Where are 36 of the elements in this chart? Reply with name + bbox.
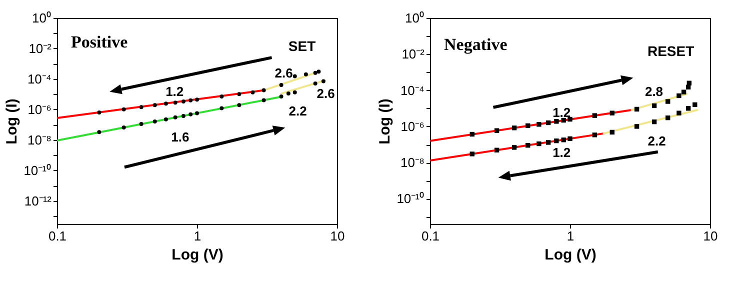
annotation: 2.2 (648, 134, 666, 149)
x-axis-title: Log (V) (172, 246, 224, 264)
x-axis-title: Log (V) (544, 246, 596, 264)
annotation: SET (288, 38, 316, 54)
y-tick-label: 10⁻⁸ (28, 132, 52, 148)
x-tick-label: 1 (566, 228, 574, 244)
y-tick-label: 10⁻⁶ (28, 102, 52, 117)
annotation: 1.2 (552, 144, 571, 160)
y-tick-label: 10⁻⁸ (400, 155, 424, 170)
y-tick-label: 10⁻¹² (24, 193, 52, 208)
x-tick-label: 10 (330, 228, 345, 244)
y-axis-title: Log (I) (4, 98, 21, 144)
annotation: 2.8 (644, 84, 664, 100)
annotation: Negative (444, 34, 508, 54)
y-axis-title: Log (I) (376, 98, 394, 144)
annotation: 1.2 (552, 104, 571, 120)
annotation: Positive (71, 32, 128, 52)
x-tick-label: 0.1 (48, 228, 67, 244)
x-tick-label: 1 (194, 228, 202, 244)
y-tick-label: 10⁰ (32, 10, 52, 26)
annotation: 2.2 (288, 104, 307, 119)
y-tick-label: 10⁻⁴ (27, 71, 52, 86)
y-tick-label: 10⁻⁴ (400, 82, 424, 98)
y-tick-label: 10⁰ (405, 10, 424, 26)
y-tick-label: 10⁻² (28, 40, 52, 56)
y-tick-label: 10⁻¹⁰ (396, 191, 424, 206)
annotation: 1.6 (171, 129, 190, 144)
annotation: RESET (647, 42, 695, 59)
y-tick-label: 10⁻² (402, 46, 426, 62)
y-tick-label: 10⁻¹⁰ (24, 162, 52, 178)
annotation: 2.6 (316, 86, 335, 102)
x-tick-label: 10 (703, 228, 718, 244)
annotation: 1.2 (166, 84, 184, 100)
y-tick-label: 10⁻⁶ (400, 118, 424, 134)
annotation: 2.6 (274, 66, 293, 81)
x-tick-label: 0.1 (421, 228, 440, 244)
